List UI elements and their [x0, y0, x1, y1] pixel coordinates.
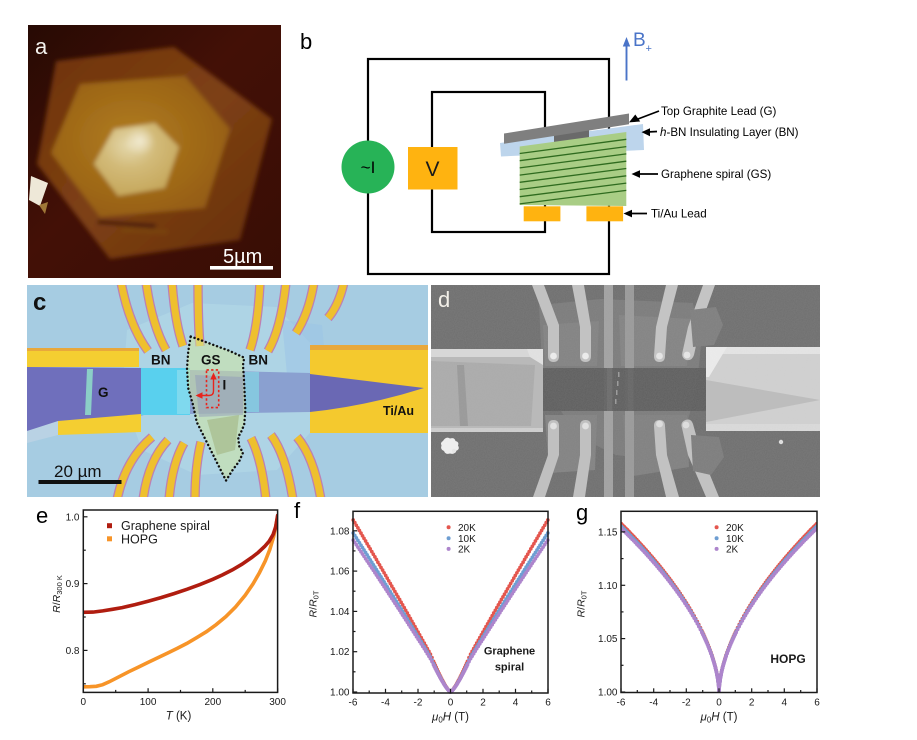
svg-text:μ0H (T): μ0H (T) — [431, 711, 469, 724]
svg-text:I: I — [223, 378, 227, 393]
svg-text:4: 4 — [782, 698, 788, 709]
svg-text:h-BN Insulating Layer (BN): h-BN Insulating Layer (BN) — [660, 126, 799, 139]
svg-text:B: B — [633, 30, 646, 51]
svg-text:~I: ~I — [361, 158, 376, 177]
svg-text:Top Graphite Lead (G): Top Graphite Lead (G) — [661, 105, 776, 118]
svg-text:1.04: 1.04 — [330, 607, 350, 618]
svg-text:-4: -4 — [649, 698, 658, 709]
svg-text:0.9: 0.9 — [66, 579, 80, 590]
svg-text:c: c — [33, 289, 46, 316]
svg-text:μ0H (T): μ0H (T) — [700, 711, 738, 724]
svg-text:HOPG: HOPG — [770, 652, 805, 666]
svg-text:1.08: 1.08 — [330, 526, 350, 537]
svg-text:BN: BN — [151, 353, 171, 368]
svg-text:f: f — [294, 498, 301, 523]
svg-text:Graphene: Graphene — [484, 646, 535, 658]
svg-text:Ti/Au: Ti/Au — [383, 404, 414, 418]
svg-text:G: G — [98, 385, 109, 400]
svg-text:d: d — [438, 287, 450, 312]
svg-text:20K: 20K — [458, 523, 476, 534]
svg-text:2K: 2K — [458, 545, 471, 556]
svg-text:-4: -4 — [381, 698, 390, 709]
svg-text:2K: 2K — [726, 545, 739, 556]
svg-text:Graphene spiral (GS): Graphene spiral (GS) — [661, 168, 771, 181]
svg-text:20K: 20K — [726, 523, 744, 534]
svg-text:HOPG: HOPG — [121, 532, 158, 546]
svg-text:R/R0T: R/R0T — [308, 590, 321, 617]
svg-text:-6: -6 — [617, 698, 626, 709]
svg-text:V: V — [425, 158, 439, 181]
svg-text:+: + — [646, 43, 652, 55]
svg-text:1.10: 1.10 — [598, 581, 618, 592]
svg-text:e: e — [36, 503, 48, 528]
svg-text:6: 6 — [814, 698, 820, 709]
svg-text:1.00: 1.00 — [330, 688, 350, 699]
svg-text:2: 2 — [480, 698, 486, 709]
svg-text:1.05: 1.05 — [598, 634, 618, 645]
svg-text:1.02: 1.02 — [330, 647, 350, 658]
svg-text:2: 2 — [749, 698, 755, 709]
svg-text:1.06: 1.06 — [330, 567, 350, 578]
svg-text:0: 0 — [81, 697, 87, 708]
svg-text:6: 6 — [545, 698, 551, 709]
svg-text:1.15: 1.15 — [598, 527, 618, 538]
svg-text:5µm: 5µm — [223, 246, 262, 268]
svg-text:-2: -2 — [682, 698, 691, 709]
svg-text:R/R0T: R/R0T — [576, 590, 589, 617]
svg-text:200: 200 — [204, 697, 221, 708]
svg-text:GS: GS — [201, 353, 221, 368]
svg-text:Graphene spiral: Graphene spiral — [121, 519, 210, 533]
svg-text:b: b — [300, 29, 312, 54]
svg-text:10K: 10K — [458, 534, 476, 545]
svg-text:1.0: 1.0 — [66, 512, 80, 523]
svg-text:0: 0 — [716, 698, 722, 709]
svg-text:g: g — [576, 500, 588, 525]
svg-text:-2: -2 — [414, 698, 423, 709]
svg-text:-6: -6 — [349, 698, 358, 709]
svg-text:300: 300 — [269, 697, 286, 708]
svg-text:a: a — [35, 34, 48, 59]
svg-text:BN: BN — [249, 353, 269, 368]
svg-text:1.00: 1.00 — [598, 688, 618, 699]
svg-text:spiral: spiral — [495, 662, 524, 674]
svg-text:10K: 10K — [726, 534, 744, 545]
svg-text:20 µm: 20 µm — [54, 462, 102, 481]
svg-text:T (K): T (K) — [166, 711, 192, 723]
svg-text:0: 0 — [448, 698, 454, 709]
svg-text:R/R300 K: R/R300 K — [51, 575, 64, 613]
svg-text:0.8: 0.8 — [66, 646, 80, 657]
svg-text:100: 100 — [140, 697, 157, 708]
svg-text:Ti/Au Lead: Ti/Au Lead — [651, 208, 707, 221]
svg-text:4: 4 — [513, 698, 519, 709]
